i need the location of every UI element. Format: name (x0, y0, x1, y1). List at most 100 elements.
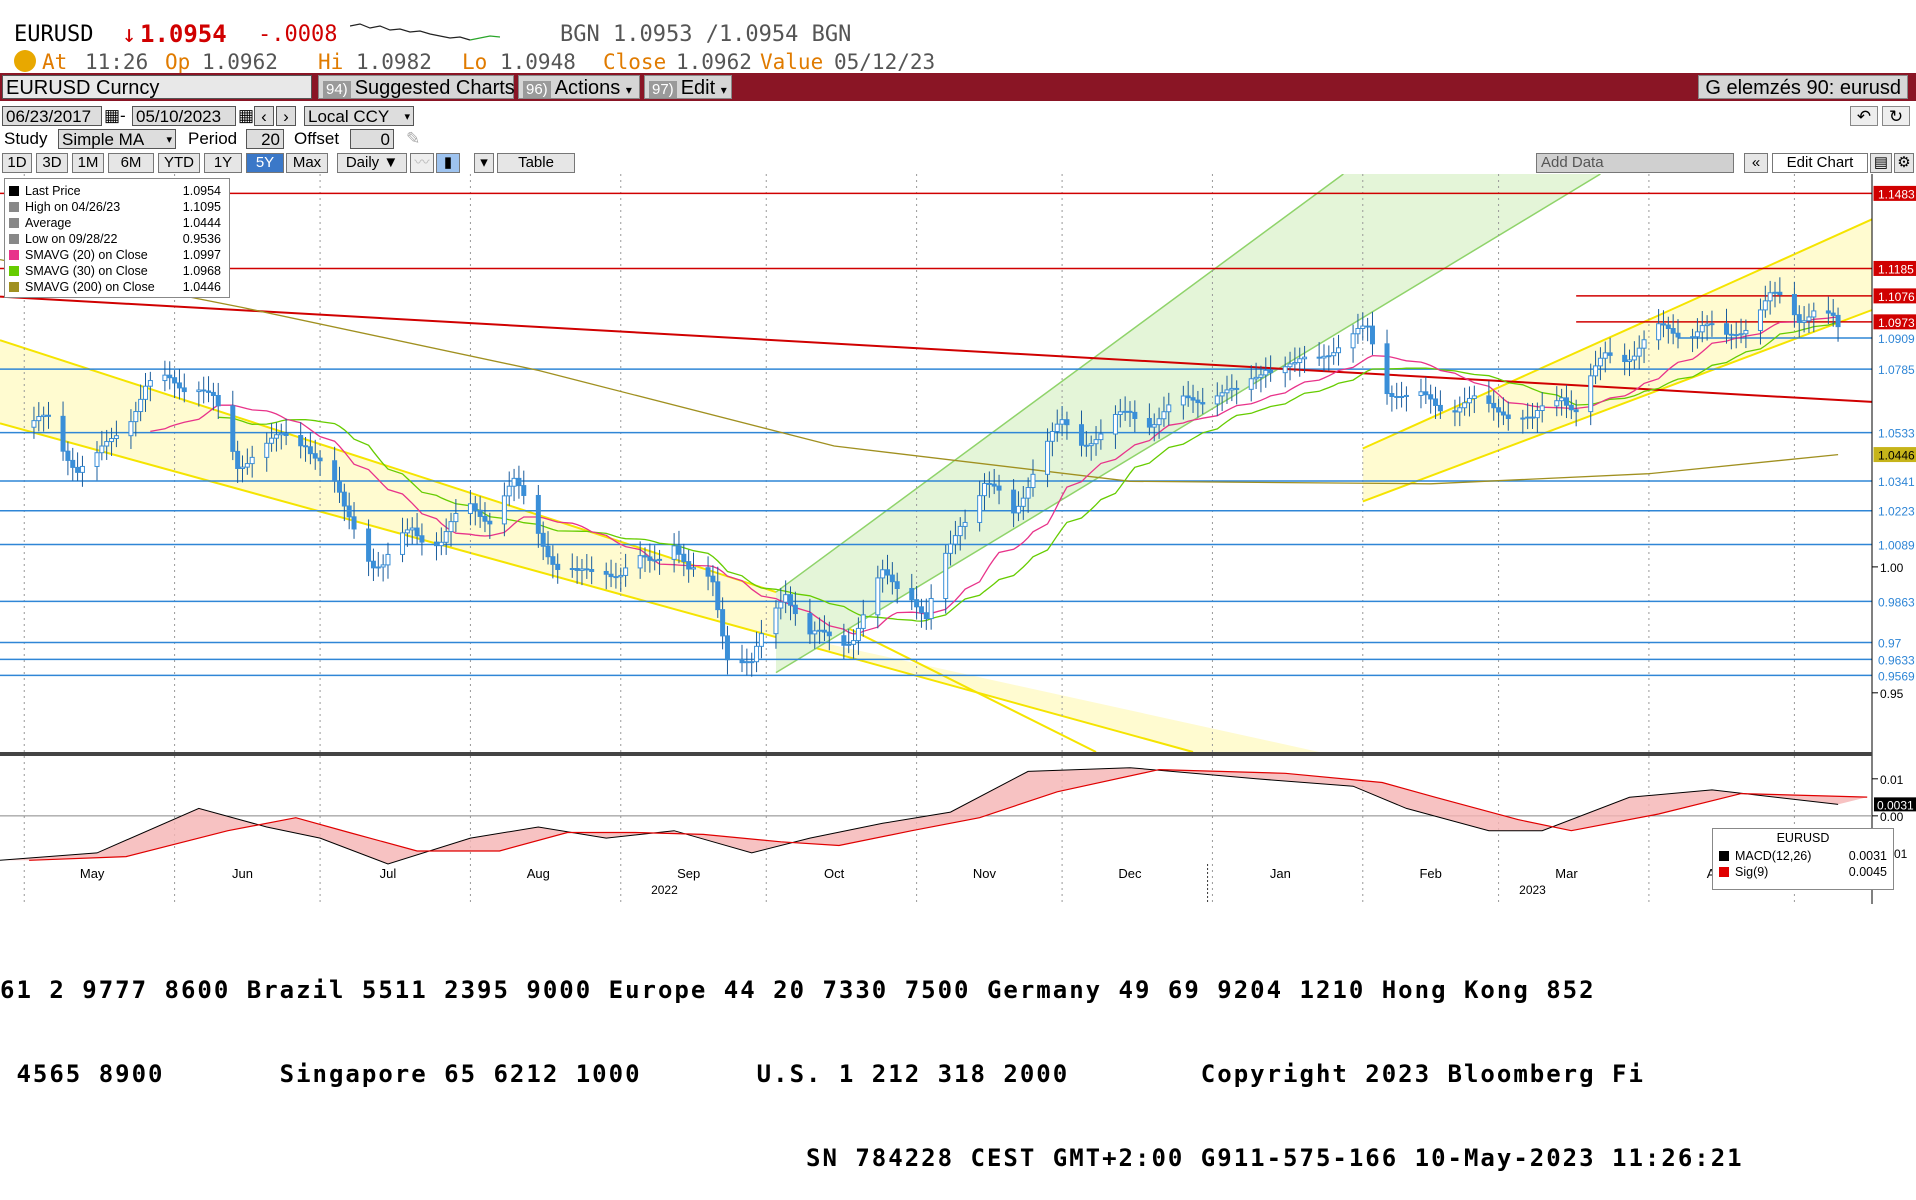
candle-body (758, 633, 764, 647)
candle-body (880, 569, 886, 579)
candle-body (715, 581, 721, 611)
candle-body (1112, 413, 1118, 435)
edit-chart-button[interactable]: Edit Chart (1772, 153, 1868, 173)
price-label-text: 0.9633 (1878, 653, 1915, 667)
candle-body (317, 457, 323, 462)
offset-input[interactable]: 0 (350, 129, 394, 149)
calendar-icon[interactable]: ▦ (238, 106, 255, 125)
next-arrow-icon[interactable]: › (276, 106, 296, 126)
candle-body (506, 485, 512, 497)
candle-body (472, 503, 478, 511)
legend-row: SMAVG (20) on Close 1.0997 (9, 247, 225, 263)
candle-body (210, 391, 216, 397)
actions-button[interactable]: 96) Actions ▾ (518, 75, 640, 99)
price-label: 1.1483 (1873, 185, 1916, 201)
quote-details: At 11:26 Op 1.0962 Hi 1.0982 Lo 1.0948 C… (0, 50, 1916, 78)
candle-body (1801, 320, 1807, 323)
end-date-input[interactable]: 05/10/2023 (132, 106, 236, 126)
candle-body (501, 495, 507, 525)
range-1m-button[interactable]: 1M (72, 153, 104, 173)
month-label: Mar (1555, 866, 1578, 881)
study-select[interactable]: Simple MA ▾ (58, 129, 176, 149)
undo-icon[interactable]: ↶ (1850, 106, 1878, 126)
candle-type-icon[interactable]: ▮ (436, 153, 460, 173)
suggested-charts-button[interactable]: 94) Suggested Charts (318, 75, 515, 99)
candle-body (1825, 310, 1831, 314)
legend-label: Average (25, 216, 72, 230)
price-chart[interactable]: 1.1483 1.1185 1.1076 1.0973 1.0909 1.0785 1.05… (0, 174, 1916, 904)
candle-body (647, 556, 653, 561)
range-1y-button[interactable]: 1Y (204, 153, 242, 173)
collapse-icon[interactable]: « (1744, 153, 1768, 173)
ticker-label: EURUSD (14, 22, 94, 47)
chevron-down-icon: ▼ (383, 154, 399, 171)
gauge-icon[interactable] (14, 50, 36, 72)
range-6m-button[interactable]: 6M (108, 153, 154, 173)
table-button[interactable]: Table (497, 153, 575, 173)
candle-body (1127, 410, 1133, 413)
candle-body (244, 463, 250, 468)
candle-body (1059, 419, 1065, 425)
candle-body (642, 555, 648, 558)
channel-line (1362, 218, 1873, 450)
start-date-input[interactable]: 06/23/2017 (2, 106, 102, 126)
sma20-line (150, 316, 1839, 635)
candle-body (448, 521, 454, 533)
candle-body (851, 640, 857, 645)
candle-body (1466, 397, 1472, 404)
candle-body (1355, 327, 1361, 335)
candle-body (1433, 398, 1439, 406)
candle-body (535, 494, 541, 534)
bgn-bid-ask: BGN 1.0953 /1.0954 BGN (560, 22, 852, 47)
study-value: Simple MA (62, 130, 145, 149)
edit-button[interactable]: 97) Edit ▾ (644, 75, 732, 99)
security-field[interactable]: EURUSD Curncy (2, 75, 312, 99)
chart-type-dropdown[interactable]: ▾ (474, 153, 494, 173)
add-data-input[interactable]: Add Data (1536, 153, 1734, 173)
year-label: 2023 (1519, 883, 1546, 897)
prev-arrow-icon[interactable]: ‹ (254, 106, 274, 126)
chart-settings-icon[interactable]: ▤ (1870, 153, 1892, 173)
price-label: 0.9863 (1874, 594, 1916, 609)
legend-row: SMAVG (200) on Close 1.0446 (9, 279, 225, 295)
pencil-icon[interactable]: ✎ (406, 129, 421, 148)
candle-body (249, 456, 255, 465)
period-input[interactable]: 20 (246, 129, 284, 149)
candle-body (875, 577, 881, 616)
range-5y-button[interactable]: 5Y (246, 153, 284, 173)
price-label-box (1873, 260, 1916, 276)
range-3d-button[interactable]: 3D (36, 153, 68, 173)
price-label-box (1874, 362, 1916, 377)
candle-body (778, 601, 784, 609)
high-label: Hi (318, 50, 344, 74)
high-value: 1.0982 (356, 50, 432, 74)
candle-body (574, 568, 580, 571)
candle-body (1263, 369, 1269, 376)
line-type-icon[interactable]: 〰 (410, 153, 434, 173)
candle-body (749, 661, 755, 664)
candle-body (686, 561, 692, 570)
candle-body (1563, 397, 1569, 406)
calendar-icon[interactable]: ▦ (104, 106, 121, 125)
legend-swatch (9, 282, 19, 292)
price-label-box (1874, 668, 1916, 683)
candle-body (303, 445, 309, 448)
candle-body (1365, 325, 1371, 328)
candle-body (889, 574, 895, 583)
candle-body (1709, 323, 1715, 326)
refresh-icon[interactable]: ↻ (1882, 106, 1910, 126)
candle-body (681, 553, 687, 563)
candle-body (894, 581, 900, 590)
range-max-button[interactable]: Max (286, 153, 328, 173)
frequency-select[interactable]: Daily ▼ (337, 153, 407, 173)
candle-body (181, 387, 187, 393)
range-1d-button[interactable]: 1D (2, 153, 32, 173)
sparkline (350, 23, 501, 41)
candle-body (1791, 294, 1797, 316)
gear-icon[interactable]: ⚙ (1894, 153, 1914, 173)
price-label-text: 1.0533 (1878, 427, 1915, 441)
currency-select[interactable]: Local CCY ▾ (304, 106, 414, 126)
candle-body (1045, 440, 1051, 475)
range-ytd-button[interactable]: YTD (158, 153, 200, 173)
candle-body (1166, 404, 1172, 413)
